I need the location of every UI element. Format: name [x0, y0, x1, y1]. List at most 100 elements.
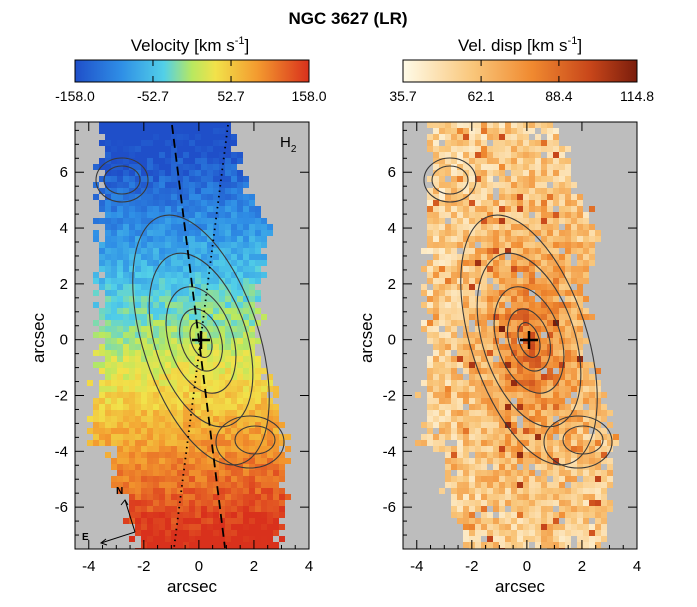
- map-pixel: [243, 368, 249, 374]
- map-pixel: [571, 530, 577, 536]
- map-pixel: [427, 248, 433, 254]
- map-pixel: [463, 482, 469, 488]
- map-pixel: [255, 248, 261, 254]
- map-pixel: [457, 506, 463, 512]
- map-pixel: [189, 428, 195, 434]
- map-pixel: [463, 158, 469, 164]
- map-pixel: [195, 272, 201, 278]
- map-pixel: [243, 296, 249, 302]
- map-pixel: [159, 290, 165, 296]
- map-pixel: [165, 458, 171, 464]
- map-pixel: [201, 170, 207, 176]
- map-pixel: [463, 278, 469, 284]
- map-pixel: [457, 512, 463, 518]
- map-pixel: [433, 194, 439, 200]
- map-pixel: [267, 416, 273, 422]
- map-pixel: [481, 332, 487, 338]
- map-pixel: [457, 308, 463, 314]
- map-pixel: [153, 332, 159, 338]
- map-pixel: [457, 284, 463, 290]
- map-pixel: [499, 524, 505, 530]
- map-pixel: [547, 230, 553, 236]
- map-pixel: [129, 434, 135, 440]
- map-pixel: [439, 440, 445, 446]
- map-pixel: [237, 488, 243, 494]
- map-pixel: [511, 248, 517, 254]
- map-pixel: [219, 410, 225, 416]
- map-pixel: [535, 152, 541, 158]
- map-pixel: [511, 542, 517, 548]
- map-pixel: [475, 500, 481, 506]
- map-pixel: [201, 146, 207, 152]
- map-pixel: [535, 410, 541, 416]
- map-pixel: [165, 326, 171, 332]
- map-pixel: [583, 278, 589, 284]
- map-pixel: [535, 500, 541, 506]
- map-pixel: [553, 530, 559, 536]
- map-pixel: [231, 500, 237, 506]
- map-pixel: [147, 398, 153, 404]
- map-pixel: [607, 422, 613, 428]
- map-pixel: [463, 146, 469, 152]
- map-pixel: [249, 362, 255, 368]
- map-pixel: [601, 530, 607, 536]
- map-pixel: [433, 440, 439, 446]
- map-pixel: [529, 440, 535, 446]
- map-pixel: [451, 152, 457, 158]
- map-pixel: [123, 434, 129, 440]
- map-pixel: [547, 122, 553, 128]
- map-pixel: [433, 350, 439, 356]
- map-pixel: [135, 254, 141, 260]
- map-pixel: [219, 212, 225, 218]
- map-pixel: [451, 512, 457, 518]
- map-pixel: [225, 452, 231, 458]
- map-pixel: [105, 248, 111, 254]
- map-pixel: [123, 290, 129, 296]
- map-pixel: [427, 404, 433, 410]
- map-pixel: [255, 470, 261, 476]
- map-pixel: [183, 506, 189, 512]
- map-pixel: [117, 296, 123, 302]
- map-pixel: [511, 410, 517, 416]
- map-pixel: [487, 542, 493, 548]
- map-pixel: [511, 200, 517, 206]
- map-pixel: [559, 254, 565, 260]
- map-pixel: [141, 182, 147, 188]
- map-pixel: [469, 374, 475, 380]
- map-pixel: [135, 290, 141, 296]
- map-pixel: [117, 338, 123, 344]
- map-pixel: [577, 242, 583, 248]
- map-pixel: [273, 476, 279, 482]
- map-pixel: [523, 254, 529, 260]
- map-pixel: [93, 182, 99, 188]
- map-pixel: [135, 296, 141, 302]
- map-pixel: [451, 224, 457, 230]
- map-pixel: [463, 446, 469, 452]
- map-pixel: [493, 362, 499, 368]
- map-pixel: [231, 314, 237, 320]
- map-pixel: [517, 482, 523, 488]
- map-pixel: [267, 410, 273, 416]
- map-pixel: [135, 470, 141, 476]
- map-pixel: [279, 422, 285, 428]
- map-pixel: [511, 242, 517, 248]
- map-pixel: [129, 470, 135, 476]
- map-pixel: [141, 164, 147, 170]
- map-pixel: [571, 446, 577, 452]
- map-pixel: [219, 272, 225, 278]
- map-pixel: [595, 398, 601, 404]
- map-pixel: [225, 536, 231, 542]
- map-pixel: [523, 422, 529, 428]
- map-pixel: [487, 446, 493, 452]
- map-pixel: [129, 500, 135, 506]
- map-pixel: [517, 494, 523, 500]
- map-pixel: [255, 218, 261, 224]
- map-pixel: [559, 272, 565, 278]
- map-pixel: [475, 248, 481, 254]
- map-pixel: [225, 242, 231, 248]
- map-pixel: [201, 494, 207, 500]
- map-pixel: [123, 146, 129, 152]
- map-pixel: [159, 128, 165, 134]
- map-pixel: [511, 290, 517, 296]
